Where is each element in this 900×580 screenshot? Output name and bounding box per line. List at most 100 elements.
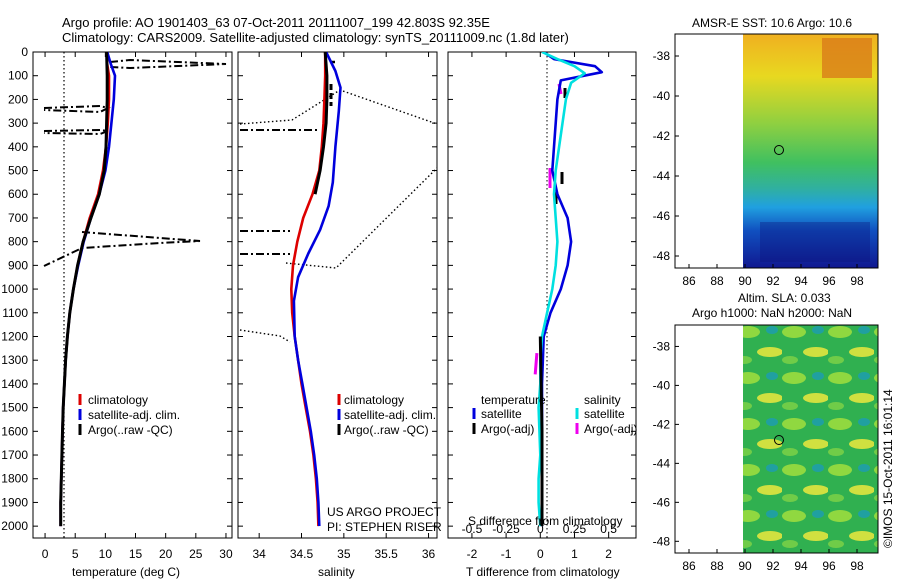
map-x-tick-label: 96	[822, 559, 836, 573]
map-x-tick-label: 98	[850, 559, 864, 573]
series-argo-raw-qc	[313, 52, 329, 195]
sst-map-blank	[675, 34, 743, 268]
side-timestamp: ©IMOS 15-Oct-2011 16:01:14	[881, 389, 895, 548]
y-tick-label: 1100	[2, 306, 28, 320]
legend-clim-label: climatology	[88, 393, 148, 407]
s-x-tick-label: -0.25	[492, 522, 520, 536]
x-tick-label: 2	[605, 547, 612, 561]
x-tick-label: 1	[571, 547, 578, 561]
salinity-argo-dotted-1	[239, 89, 437, 125]
salinity-axes: 34 34.5 35 35.5 36	[238, 51, 437, 561]
salinity-argo-dotted-3	[239, 329, 291, 343]
sst-map-cool-patch	[760, 222, 870, 262]
map-y-tick-label: -46	[653, 495, 671, 509]
sla-map-argo-marker	[774, 435, 784, 445]
sst-map-axes: 86 88 90 92 94 96 98 -38 -40 -42 -44 -46 -48	[653, 49, 864, 288]
y-tick-label: 1900	[1, 495, 28, 509]
difference-axes: -2 -1 0 1 2 -0.5 -0.25 0 0.25 0.5	[448, 51, 636, 561]
series-s-argo-adj	[533, 352, 539, 375]
x-tick-label: 35.5	[375, 547, 399, 561]
y-tick-label: 1600	[1, 424, 28, 438]
series-t-argo-adj	[538, 336, 544, 527]
figure-title-line1: Argo profile: AO 1901403_63 07-Oct-2011 …	[62, 15, 490, 30]
y-tick-label: 1200	[1, 329, 28, 343]
y-tick-label: 1700	[1, 448, 28, 462]
x-tick-label: 30	[219, 547, 233, 561]
legend-t-sat-label: satellite	[481, 407, 522, 421]
map-x-tick-label: 92	[766, 559, 780, 573]
x-tick-label: 36	[422, 547, 436, 561]
map-y-tick-label: -42	[653, 129, 671, 143]
credit-line2: PI: STEPHEN RISER	[327, 520, 442, 534]
map-y-tick-label: -40	[653, 89, 671, 103]
y-tick-label: 1300	[1, 353, 28, 367]
map-x-tick-label: 88	[710, 559, 724, 573]
map-x-tick-label: 96	[822, 274, 836, 288]
series-climatology	[59, 52, 111, 527]
y-tick-label: 200	[8, 92, 28, 106]
salinity-xlabel: salinity	[318, 565, 355, 579]
y-tick-label: 1000	[1, 282, 28, 296]
temperature-argo-spike-3	[43, 128, 109, 136]
temperature-argo-spike-2	[43, 104, 111, 114]
map-x-tick-label: 86	[682, 274, 696, 288]
x-tick-label: 34	[252, 547, 266, 561]
legend-clim-label: climatology	[344, 393, 404, 407]
map-x-tick-label: 86	[682, 559, 696, 573]
x-tick-label: 0	[42, 547, 49, 561]
figure-title-line2: Climatology: CARS2009. Satellite-adjuste…	[62, 30, 569, 45]
map-y-tick-label: -40	[653, 378, 671, 392]
legend-salinity-title: salinity	[584, 393, 621, 407]
x-tick-label: 0	[537, 547, 544, 561]
salinity-legend: climatology satellite-adj. clim. Argo(..…	[327, 393, 442, 534]
map-y-tick-label: -46	[653, 209, 671, 223]
map-y-tick-label: -44	[653, 456, 671, 470]
y-tick-label: 800	[8, 235, 28, 249]
legend-s-sat-label: satellite	[584, 407, 625, 421]
map-x-tick-label: 88	[710, 274, 724, 288]
y-tick-label: 1800	[1, 472, 28, 486]
x-tick-label: 10	[99, 547, 113, 561]
y-tick-label: 2000	[1, 519, 28, 533]
legend-temperature-title: temperature	[481, 393, 546, 407]
y-tick-label: 700	[8, 211, 28, 225]
map-x-tick-label: 98	[850, 274, 864, 288]
map-y-tick-label: -48	[653, 249, 671, 263]
y-tick-label: 1500	[1, 401, 28, 415]
sst-map-title: AMSR-E SST: 10.6 Argo: 10.6	[692, 16, 852, 30]
s-x-tick-label: 0.25	[563, 522, 587, 536]
s-x-tick-label: -0.5	[462, 522, 483, 536]
map-y-tick-label: -38	[653, 339, 671, 353]
map-y-tick-label: -48	[653, 534, 671, 548]
series-satellite-adj-clim	[292, 52, 342, 527]
x-tick-label: 20	[159, 547, 173, 561]
y-tick-label: 0	[21, 45, 28, 59]
sla-map-title-line1: Altim. SLA: 0.033	[738, 291, 831, 305]
map-y-tick-label: -44	[653, 169, 671, 183]
map-y-tick-label: -42	[653, 417, 671, 431]
y-tick-label: 900	[8, 258, 28, 272]
map-x-tick-label: 94	[794, 559, 808, 573]
difference-legend: temperature salinity satellite Argo(-adj…	[468, 393, 637, 528]
s-x-tick-label: 0.5	[600, 522, 617, 536]
sst-map-argo-marker	[774, 145, 784, 155]
series-t-satellite	[540, 52, 604, 527]
y-tick-label: 300	[8, 116, 28, 130]
x-tick-label: -2	[467, 547, 478, 561]
temperature-panel	[32, 51, 233, 539]
difference-s-xlabel: S difference from climatology	[468, 514, 623, 528]
x-tick-label: 15	[129, 547, 143, 561]
series-argo-raw-qc	[59, 52, 109, 527]
y-tick-label: 100	[8, 69, 28, 83]
sla-map-axes: 86 88 90 92 94 96 98 -38 -40 -42 -44 -46 -48	[653, 339, 864, 573]
sla-map-title-line2: Argo h1000: NaN h2000: NaN	[692, 306, 852, 320]
difference-xlabel: T difference from climatology	[466, 565, 620, 579]
temperature-argo-spike-4	[43, 231, 201, 267]
map-x-tick-label: 92	[766, 274, 780, 288]
legend-t-argo-label: Argo(-adj)	[481, 422, 534, 436]
legend-sat-label: satellite-adj. clim.	[88, 408, 180, 422]
y-tick-label: 600	[8, 187, 28, 201]
x-tick-label: -1	[501, 547, 512, 561]
temperature-xlabel: temperature (deg C)	[72, 565, 180, 579]
